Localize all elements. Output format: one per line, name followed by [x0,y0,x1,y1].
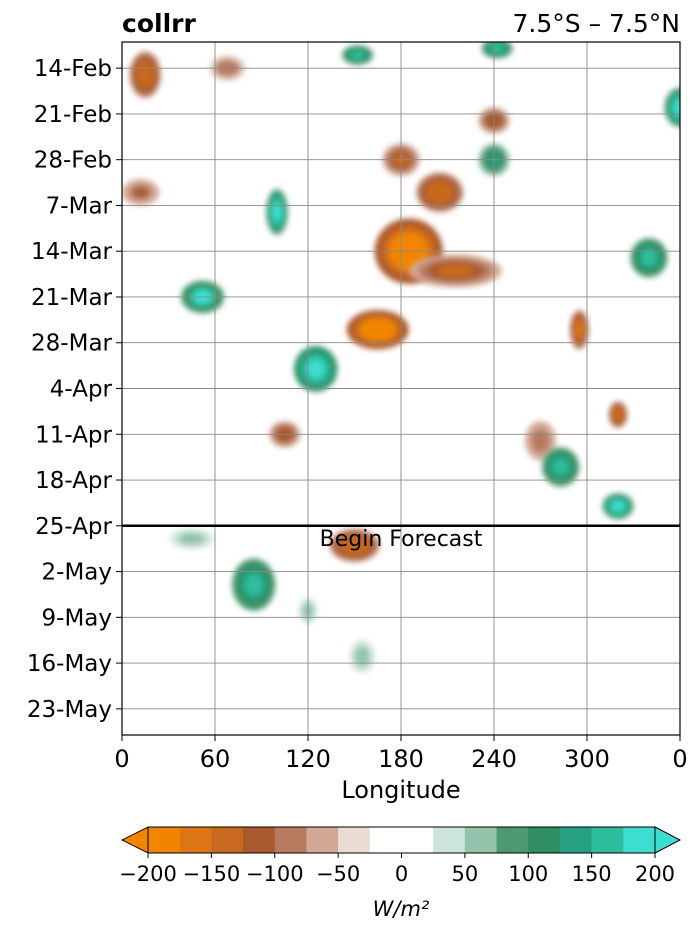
colorbar-segment-7 [369,827,434,853]
y-tick-label-9: 18-Apr [35,468,112,494]
colorbar-segment-0 [148,827,181,853]
y-tick-label-7: 4-Apr [50,377,113,403]
colorbar-tick-label-1: −150 [183,862,241,886]
feature-25-level-3 [357,650,368,664]
colorbar-extend-low [120,826,149,854]
x-tick-label-0: 0 [114,745,129,773]
feature-20 [602,493,634,520]
feature-10 [329,529,380,562]
y-tick-label-1: 21-Feb [34,102,112,128]
feature-13 [525,421,556,461]
x-tick-label-4: 240 [471,745,517,773]
chart-title-left: collrr [122,9,196,38]
colorbar-segment-8 [433,827,466,853]
feature-2 [416,172,463,212]
feature-20-level-3 [611,500,625,512]
colorbar-segment-4 [274,827,307,853]
feature-5 [129,51,161,98]
y-tick-label-0: 14-Feb [34,56,112,82]
y-tick-label-8: 11-Apr [35,422,112,448]
feature-2-level-3 [430,184,450,201]
colorbar-tick-label-4: 0 [395,862,408,886]
feature-6 [122,179,160,206]
feature-9 [608,401,628,428]
colorbar-segment-5 [306,827,339,853]
x-tick-label-5: 300 [564,745,610,773]
colorbar-segment-14 [623,827,656,853]
feature-18 [630,238,668,278]
colorbar-label: W/m² [373,897,430,921]
feature-17-level-3 [673,99,680,116]
feature-3-level-3 [436,264,474,278]
x-tick-label-1: 60 [200,745,231,773]
feature-13-level-3 [534,432,547,449]
forecast-label: Begin Forecast [320,527,483,552]
colorbar-segment-6 [338,827,371,853]
colorbar-tick-label-7: 150 [572,862,612,886]
feature-16-level-3 [307,359,325,379]
feature-1-level-3 [365,321,391,338]
feature-10-level-3 [344,538,365,552]
feature-1 [346,310,409,350]
y-tick-label-14: 23-May [27,697,112,723]
colorbar-segment-12 [559,827,593,853]
y-tick-label-6: 28-Mar [31,331,113,357]
colorbar-segment-2 [211,827,244,853]
feature-27-level-3 [183,534,201,543]
feature-5-level-3 [139,65,152,84]
y-tick-label-2: 28-Feb [34,148,112,174]
x-axis-label: Longitude [341,776,460,804]
colorbar-segment-1 [179,827,212,853]
x-tick-label-6: 0 [672,745,687,773]
y-tick-label-4: 14-Mar [31,239,113,265]
feature-3 [408,254,502,288]
feature-21 [542,447,580,487]
y-tick-label-13: 16-May [27,651,112,677]
colorbar-tick-label-8: 200 [635,862,675,886]
feature-25 [349,640,375,673]
x-tick-label-3: 180 [378,745,424,773]
feature-8-level-3 [575,321,583,338]
colorbar-segment-10 [496,827,529,853]
feature-17 [664,87,680,127]
feature-24-level-3 [245,574,263,596]
x-tick-label-2: 120 [285,745,331,773]
feature-9-level-3 [614,409,622,420]
y-tick-label-11: 2-May [42,560,112,586]
feature-8 [569,310,589,350]
y-tick-label-10: 25-Apr [35,514,112,540]
y-tick-label-5: 21-Mar [31,285,113,311]
feature-14-level-3 [272,202,282,222]
feature-22-level-3 [351,51,364,59]
colorbar-segment-9 [464,827,498,853]
feature-6-level-3 [133,187,149,198]
feature-16 [294,346,338,392]
feature-7 [208,55,246,82]
x-axis: 0 60 120 180 240 300 0 [114,735,688,773]
feature-27 [170,529,214,549]
feature-24 [232,558,276,611]
feature-21-level-3 [553,459,569,475]
chart-title-right: 7.5°S – 7.5°N [513,9,680,38]
colorbar-segment-13 [591,827,624,853]
colorbar-tick-label-5: 50 [452,862,479,886]
y-axis: 14-Feb 21-Feb 28-Feb 7-Mar 14-Mar 21-Mar 28-Ma… [27,56,122,723]
colorbar-tick-label-0: −200 [119,862,177,886]
colorbar-extend-high [654,826,682,854]
feature-18-level-3 [641,249,657,266]
feature-14 [266,189,288,235]
feature-22 [342,45,374,65]
colorbar-tick-label-3: −50 [316,862,360,886]
feature-23-level-3 [490,44,504,53]
y-tick-label-3: 7-Mar [46,193,113,219]
feature-23 [481,42,513,59]
colorbar-tick-label-6: 100 [508,862,548,886]
colorbar-segment-3 [243,827,276,853]
colorbar: −200 −150 −100 −50 0 50 100 150 200 [119,826,682,886]
y-tick-label-12: 9-May [42,605,112,631]
colorbar-segment-11 [528,827,561,853]
plot-area: Begin Forecast [121,41,681,736]
colorbar-tick-label-2: −100 [246,862,304,886]
